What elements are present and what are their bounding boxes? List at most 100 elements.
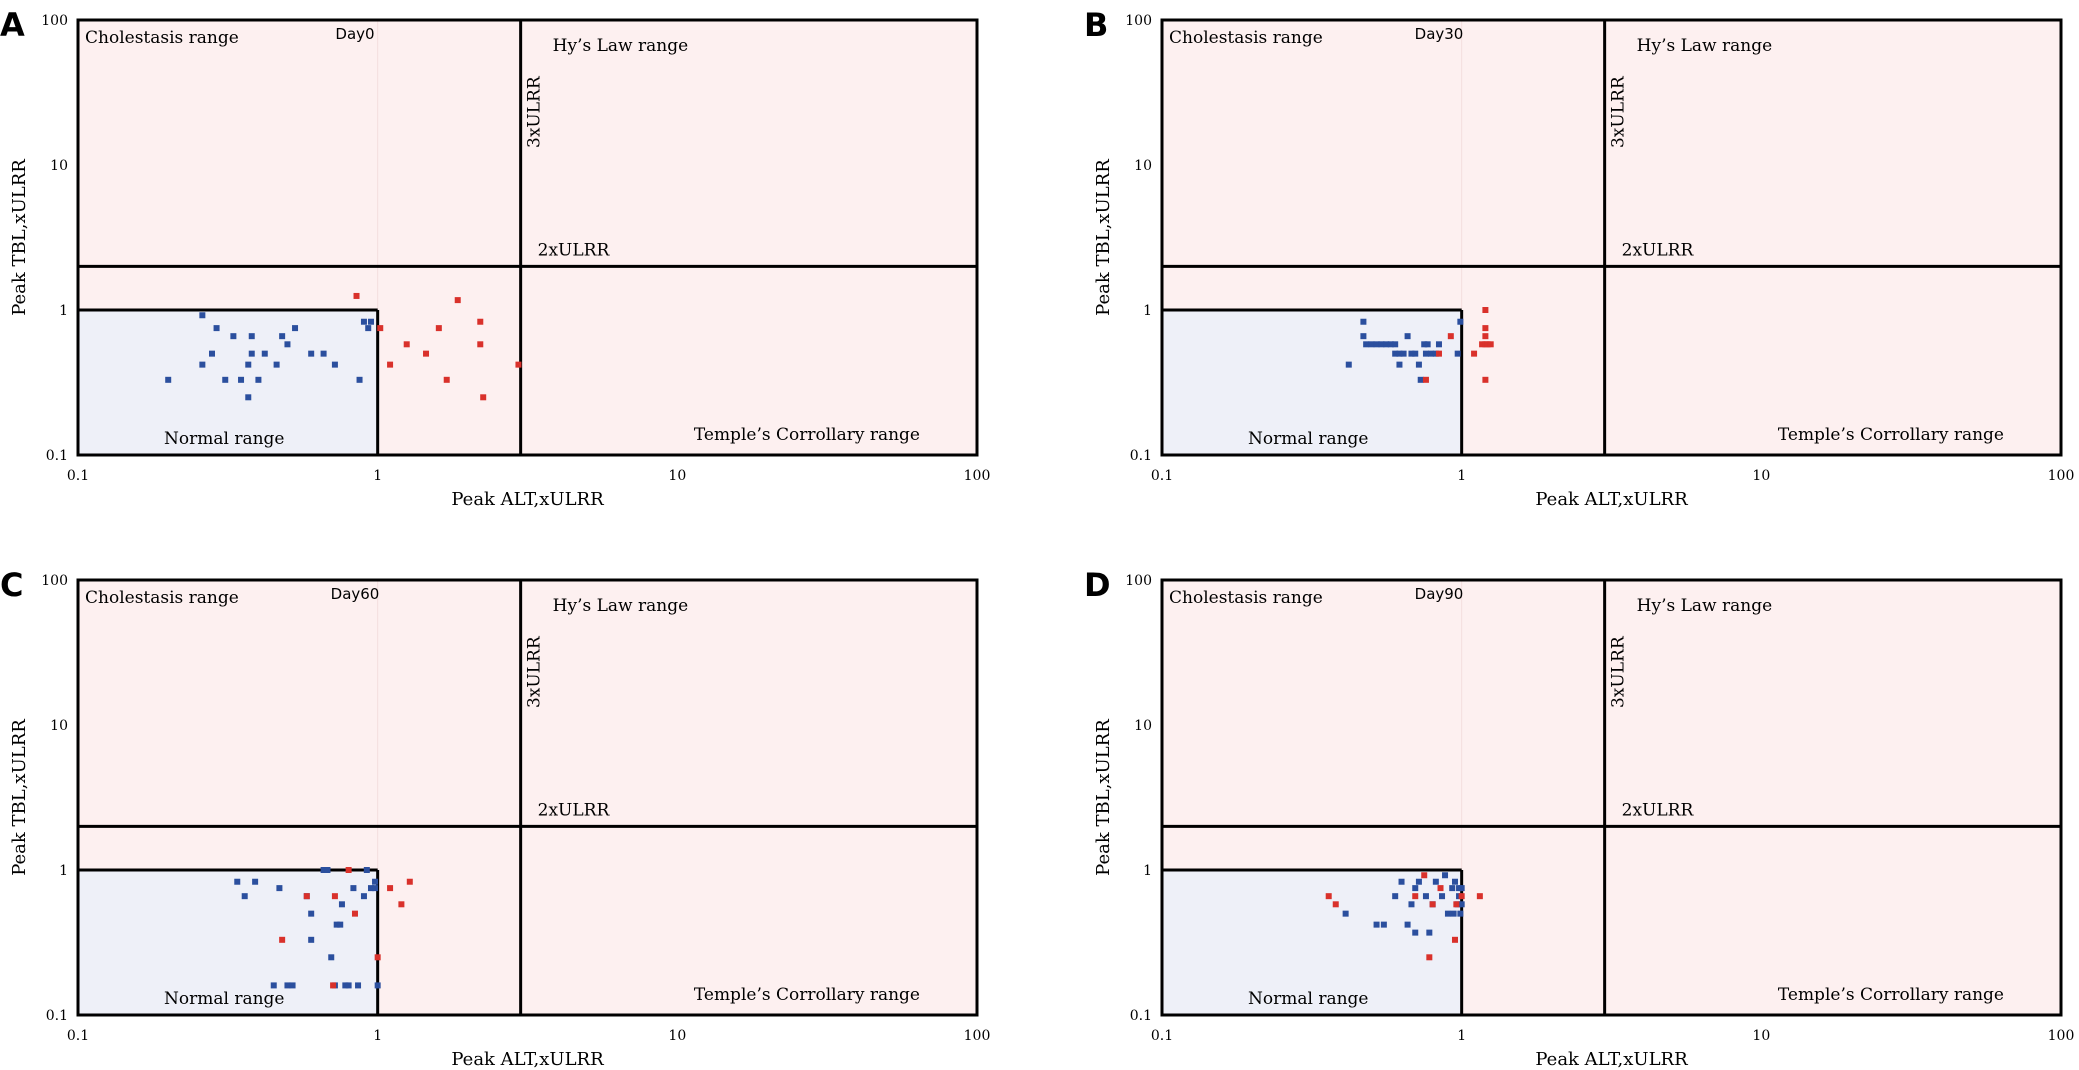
data-point-within-normal xyxy=(328,954,335,961)
cholestasis-range-label: Cholestasis range xyxy=(85,28,239,48)
data-point-within-normal xyxy=(199,312,206,319)
alt-threshold-label: 3xULRR xyxy=(1609,75,1629,148)
data-point-within-normal xyxy=(356,376,363,383)
data-point-above-normal xyxy=(345,867,352,873)
data-point-within-normal xyxy=(1417,376,1424,383)
x-tick-label: 100 xyxy=(964,1028,991,1044)
panel-title: Day90 xyxy=(1415,585,1464,603)
y-axis-label: Peak TBL,xULRR xyxy=(9,159,30,316)
data-point-above-normal xyxy=(1487,341,1494,348)
data-point-within-normal xyxy=(1360,333,1367,340)
data-point-within-normal xyxy=(270,982,277,989)
data-point-within-normal xyxy=(208,350,215,357)
normal-region xyxy=(1162,870,1462,1015)
data-point-within-normal xyxy=(279,333,286,340)
data-point-within-normal xyxy=(1458,885,1465,892)
data-point-within-normal xyxy=(289,982,296,989)
tbl-threshold-label: 2xULRR xyxy=(538,240,611,260)
normal-region xyxy=(78,870,378,1015)
alt-threshold-label: 3xULRR xyxy=(1609,635,1629,708)
panel-d: Cholestasis range Hy’s Law range Normal ra… xyxy=(1084,566,2074,1070)
data-point-within-normal xyxy=(255,376,262,383)
data-point-within-normal xyxy=(1439,893,1446,900)
data-point-within-normal xyxy=(230,333,237,340)
data-point-above-normal xyxy=(1482,307,1489,313)
data-point-within-normal xyxy=(284,982,291,989)
data-point-within-normal xyxy=(1435,341,1442,348)
data-point-within-normal xyxy=(1392,893,1399,900)
data-point-within-normal xyxy=(213,325,220,332)
data-point-within-normal xyxy=(245,394,252,401)
data-point-within-normal xyxy=(1396,361,1403,368)
data-point-above-normal xyxy=(480,394,487,401)
panel-title: Day0 xyxy=(335,25,374,43)
data-point-above-normal xyxy=(403,341,410,348)
x-tick-label: 0.1 xyxy=(67,468,89,484)
data-point-within-normal xyxy=(276,885,283,892)
data-point-within-normal xyxy=(241,893,248,900)
x-tick-label: 1 xyxy=(373,1028,382,1044)
data-point-above-normal xyxy=(1421,872,1428,879)
plot-frame xyxy=(76,578,979,1017)
data-point-within-normal xyxy=(1424,341,1431,348)
data-point-above-normal xyxy=(1426,954,1433,961)
y-tick-label: 1 xyxy=(59,863,68,879)
data-point-within-normal xyxy=(248,350,255,357)
data-point-within-normal xyxy=(1427,350,1434,357)
alt-threshold-label: 3xULRR xyxy=(525,635,545,708)
x-tick-label: 1 xyxy=(373,468,382,484)
data-point-within-normal xyxy=(360,893,367,900)
data-point-above-normal xyxy=(477,341,484,348)
data-point-within-normal xyxy=(238,376,245,383)
normal-region xyxy=(1162,310,1462,455)
data-point-within-normal xyxy=(1458,901,1465,908)
data-point-within-normal xyxy=(1392,341,1399,348)
temples-corrollary-range-label: Temple’s Corrollary range xyxy=(1778,985,2004,1005)
y-tick-label: 1 xyxy=(1143,863,1152,879)
x-tick-label: 10 xyxy=(1752,468,1770,484)
plot-frame xyxy=(1160,578,2063,1017)
normal-range-label: Normal range xyxy=(1248,989,1369,1009)
data-point-above-normal xyxy=(387,885,394,892)
cholestasis-range-label: Cholestasis range xyxy=(1169,28,1323,48)
data-point-within-normal xyxy=(342,982,349,989)
data-point-within-normal xyxy=(1426,929,1433,936)
data-point-within-normal xyxy=(199,361,206,368)
data-point-within-normal xyxy=(355,982,362,989)
data-point-within-normal xyxy=(320,867,327,873)
panel-title: Day60 xyxy=(331,585,380,603)
y-tick-label: 10 xyxy=(1134,718,1152,734)
data-point-within-normal xyxy=(1450,910,1457,917)
data-point-within-normal xyxy=(1454,350,1461,357)
data-point-above-normal xyxy=(1422,376,1429,383)
data-point-within-normal xyxy=(308,350,315,357)
data-point-within-normal xyxy=(234,878,241,885)
data-point-within-normal xyxy=(1387,341,1394,348)
x-tick-label: 100 xyxy=(2048,468,2075,484)
data-point-within-normal xyxy=(1457,910,1464,917)
y-tick-label: 0.1 xyxy=(1130,448,1152,464)
data-point-within-normal xyxy=(1396,350,1403,357)
data-point-above-normal xyxy=(515,361,522,368)
data-point-above-normal xyxy=(387,361,394,368)
data-point-within-normal xyxy=(1412,350,1419,357)
data-point-within-normal xyxy=(1422,350,1429,357)
x-tick-label: 0.1 xyxy=(1151,468,1173,484)
data-point-above-normal xyxy=(1451,936,1458,943)
data-point-within-normal xyxy=(284,341,291,348)
data-point-within-normal xyxy=(252,878,259,885)
data-point-above-normal xyxy=(1482,325,1489,332)
panel-a: Cholestasis range Hy’s Law range Normal ra… xyxy=(0,6,990,510)
data-point-within-normal xyxy=(1398,878,1405,885)
data-point-within-normal xyxy=(338,901,345,908)
data-point-within-normal xyxy=(1412,929,1419,936)
data-point-within-normal xyxy=(374,982,381,989)
plot-frame xyxy=(1160,18,2063,457)
data-point-above-normal xyxy=(1476,893,1483,900)
data-point-above-normal xyxy=(1458,893,1465,900)
x-axis-label: Peak ALT,xULRR xyxy=(451,1049,604,1070)
hys-law-range-label: Hy’s Law range xyxy=(553,596,689,616)
data-point-above-normal xyxy=(374,954,381,961)
data-point-within-normal xyxy=(1363,341,1370,348)
